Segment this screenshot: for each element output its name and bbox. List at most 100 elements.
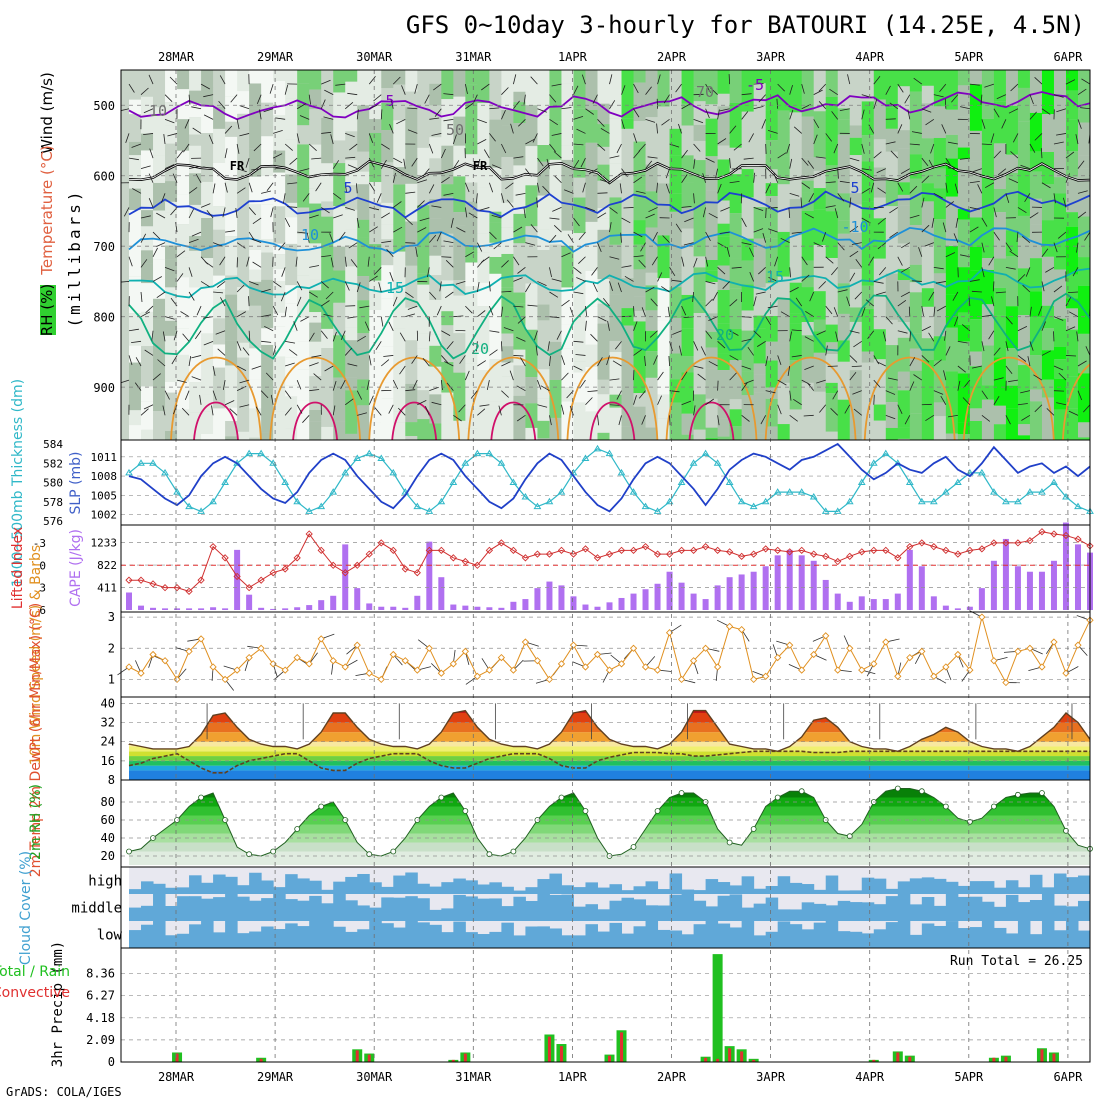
wind-barb xyxy=(889,231,899,239)
precip-convective-bar xyxy=(608,1055,611,1062)
wind-barb xyxy=(997,168,1007,176)
wind-barb xyxy=(741,365,752,370)
cloud-cover-bar xyxy=(921,897,935,921)
rh-cell xyxy=(249,83,262,109)
wind-barb xyxy=(128,328,139,332)
rh-cell xyxy=(309,290,322,313)
thickness-point xyxy=(701,449,710,457)
rh-cell xyxy=(1053,318,1067,347)
wind-barb xyxy=(1057,231,1067,239)
wind-barb xyxy=(135,357,142,367)
rh-cell xyxy=(909,370,923,414)
wind-barb xyxy=(804,212,814,219)
rh-cell xyxy=(933,402,947,417)
wind-barb xyxy=(705,398,715,406)
wind-barb xyxy=(717,138,727,145)
rh-cell xyxy=(237,310,250,343)
rh-tick-label: 60 xyxy=(101,813,115,827)
wind-barb xyxy=(700,346,706,356)
cloud-cover-bar xyxy=(945,921,959,948)
wind-barb xyxy=(911,280,922,282)
wind-speed-point xyxy=(810,650,818,659)
cloud-cover-bar xyxy=(981,881,995,894)
wind-barb xyxy=(194,330,202,340)
wind-barb xyxy=(833,307,839,317)
wind-barb xyxy=(530,76,538,85)
rh-point xyxy=(918,788,925,795)
cloud-cover-bar xyxy=(933,925,947,948)
rh-cell xyxy=(477,103,490,139)
rh-cell xyxy=(873,420,887,436)
wind-barb xyxy=(501,390,509,398)
rh-cell xyxy=(573,70,586,109)
cloud-cover-bar xyxy=(717,882,731,894)
wind-barb xyxy=(729,299,738,307)
wind-barb xyxy=(647,156,658,159)
rh-cell xyxy=(573,197,586,234)
rh-cell xyxy=(945,433,959,440)
cloud-cover-bar xyxy=(837,890,851,894)
rh-cell xyxy=(345,433,358,440)
wind-barb xyxy=(332,193,342,200)
wind-barb xyxy=(921,224,930,233)
wind-barb xyxy=(191,106,202,110)
rh-cell xyxy=(693,267,707,302)
wind-barb xyxy=(985,182,995,189)
wind-barb xyxy=(576,128,586,134)
rh-cell xyxy=(501,362,514,377)
wind-barb xyxy=(431,205,442,208)
rh-cell xyxy=(681,182,695,208)
thickness-point xyxy=(905,478,914,485)
wind-speed-point xyxy=(906,653,914,662)
cape-bar xyxy=(606,602,613,610)
rh-cell xyxy=(813,157,827,171)
cloud-cover-bar xyxy=(189,924,202,948)
wind-barb xyxy=(780,311,790,318)
thickness-point xyxy=(293,497,302,505)
rh-cell xyxy=(945,158,959,170)
rh-cell xyxy=(345,229,358,246)
rh-cell xyxy=(369,309,382,353)
rh-cell xyxy=(609,118,623,152)
rh-cell xyxy=(573,361,586,373)
wind-barb xyxy=(1033,374,1043,381)
rh-cell xyxy=(189,90,202,104)
thickness-point xyxy=(845,497,854,505)
rh-cell xyxy=(645,285,659,311)
wind-barb xyxy=(417,227,427,233)
rh-cell xyxy=(741,238,755,261)
rh-cell xyxy=(597,323,610,346)
wind-barb xyxy=(741,382,748,391)
rh-cell xyxy=(825,165,839,212)
rh-cell xyxy=(585,366,598,412)
li-point xyxy=(377,539,385,547)
cloud-cover-bar xyxy=(129,930,142,948)
cloud-cover-bar xyxy=(441,932,454,948)
cape-bar xyxy=(510,601,517,610)
wind-barb xyxy=(513,305,524,308)
wind-barb xyxy=(645,286,655,293)
rh-cell xyxy=(849,155,863,194)
li-point xyxy=(882,546,890,555)
rh-cell xyxy=(861,308,875,352)
wind-barb xyxy=(551,83,562,87)
rh-cell xyxy=(441,362,454,393)
rh-cell xyxy=(477,351,490,370)
li-point xyxy=(269,569,277,577)
cloud-cover-bar xyxy=(1065,906,1079,921)
wind-barb xyxy=(708,212,718,219)
wind-barb xyxy=(486,380,490,390)
wind-speed-point xyxy=(401,657,409,665)
rh-cell xyxy=(705,104,719,119)
rh-cell xyxy=(213,128,226,163)
wind-barb xyxy=(702,173,706,183)
wind-speed-point xyxy=(221,675,229,684)
rh-cell xyxy=(741,395,755,440)
cloud-cover-bar xyxy=(525,887,538,894)
wind-barb xyxy=(693,143,701,152)
rh-cell xyxy=(201,394,214,412)
cloud-cover-bar xyxy=(429,909,442,921)
wind-barb xyxy=(578,231,586,240)
rh-cell xyxy=(381,102,394,131)
wind-barb xyxy=(239,133,250,137)
